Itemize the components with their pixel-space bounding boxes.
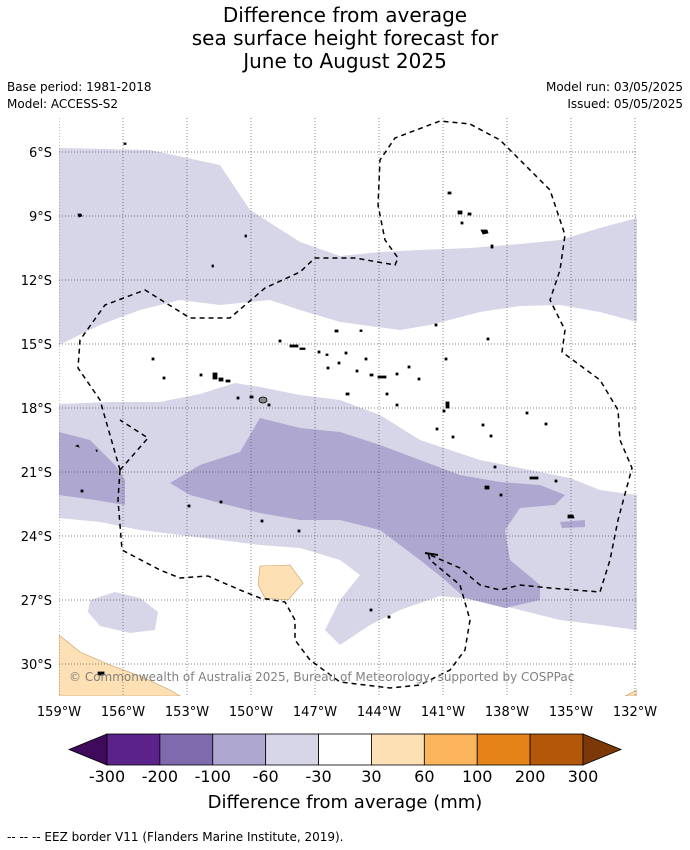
colorbar-band (423, 733, 478, 766)
map-frame: © Commonwealth of Australia 2025, Bureau… (59, 118, 637, 696)
eez-border-outer (77, 120, 633, 593)
anomaly-fill-pos30 (59, 564, 637, 696)
eez-border-western (117, 419, 471, 689)
longitude-label: 156°W (101, 705, 145, 720)
colorbar-tick-label: -60 (253, 767, 279, 786)
colorbar-band (212, 733, 267, 766)
positive-anomaly-patch (257, 564, 304, 601)
title-line-1: Difference from average (222, 3, 468, 27)
southwest-negative-patch (88, 592, 158, 633)
central-anomaly-core (170, 418, 565, 608)
colorbar-band (371, 733, 425, 766)
colorbar-label: Difference from average (mm) (207, 792, 483, 813)
colorbar-tick-label: -300 (89, 767, 125, 786)
title-line-3: June to August 2025 (243, 49, 447, 73)
colorbar-band (265, 733, 319, 766)
eez-footer-note: -- -- -- EEZ border V11 (Flanders Marine… (7, 830, 344, 844)
colorbar-tick-label: 100 (462, 767, 493, 786)
colorbar-tick-label: 30 (361, 767, 381, 786)
colorbar-tick-label: 300 (568, 767, 599, 786)
latitude-label: 15°S (21, 338, 52, 353)
latitude-labels: 6°S 9°S 12°S 15°S 18°S 21°S 24°S 27°S 30°S (21, 146, 52, 673)
latitude-label: 27°S (21, 594, 52, 609)
colorbar-band (318, 733, 372, 766)
western-anomaly-core (59, 432, 125, 505)
model-name: Model: ACCESS-S2 (7, 97, 119, 111)
latitude-label: 12°S (21, 274, 52, 289)
colorbar-band (159, 733, 214, 766)
anomaly-fill-neg30 (59, 148, 637, 645)
latitude-label: 21°S (21, 466, 52, 481)
meta-left: Base period: 1981-2018 Model: ACCESS-S2 (7, 79, 152, 113)
colorbar-tick-label: -100 (195, 767, 231, 786)
longitude-label: 135°W (549, 705, 593, 720)
latitude-label: 24°S (21, 530, 52, 545)
longitude-labels: 159°W 156°W 153°W 150°W 147°W 144°W 141°W 138°W… (37, 705, 657, 720)
longitude-label: 147°W (293, 705, 337, 720)
longitude-label: 144°W (357, 705, 401, 720)
colorbar (67, 733, 623, 766)
latitude-label: 18°S (21, 402, 52, 417)
southwest-positive-patch (59, 634, 181, 696)
colorbar-band (106, 733, 161, 766)
latitude-label: 6°S (29, 146, 52, 161)
colorbar-tick-label: 200 (515, 767, 546, 786)
island-markers (74, 142, 575, 676)
map-title: Difference from average sea surface heig… (0, 4, 690, 73)
title-line-2: sea surface height forecast for (191, 26, 499, 50)
longitude-label: 159°W (37, 705, 81, 720)
model-run: Model run: 03/05/2025 (545, 80, 683, 94)
copyright-notice: © Commonwealth of Australia 2025, Bureau… (69, 670, 574, 684)
eez-border (77, 120, 633, 689)
longitude-label: 132°W (613, 705, 657, 720)
latitude-label: 30°S (21, 658, 52, 673)
colorbar-tick-label: -200 (142, 767, 178, 786)
map-gridlines (59, 118, 637, 696)
longitude-label: 141°W (421, 705, 465, 720)
colorbar-band (476, 733, 531, 766)
meta-right: Model run: 03/05/2025 Issued: 05/05/2025 (546, 79, 683, 113)
latitude-label: 9°S (29, 210, 52, 225)
anomaly-fill-neg60 (59, 418, 585, 608)
issued-date: Issued: 05/05/2025 (567, 97, 683, 111)
eastern-anomaly-sliver (560, 520, 585, 528)
colorbar-tick-label: 60 (414, 767, 434, 786)
base-period: Base period: 1981-2018 (7, 80, 152, 94)
colorbar-band (529, 733, 584, 766)
longitude-label: 153°W (165, 705, 209, 720)
northern-negative-band (59, 148, 637, 345)
island-chain-line (424, 552, 439, 556)
colorbar-low-extend (67, 733, 108, 766)
colorbar-tick-labels: -300 -200 -100 -60 -30 30 60 100 200 300 (89, 767, 598, 786)
longitude-label: 138°W (485, 705, 529, 720)
southeast-positive-patch (624, 689, 637, 696)
colorbar-tick-label: -30 (305, 767, 331, 786)
longitude-label: 150°W (229, 705, 273, 720)
colorbar-high-extend (582, 733, 623, 766)
